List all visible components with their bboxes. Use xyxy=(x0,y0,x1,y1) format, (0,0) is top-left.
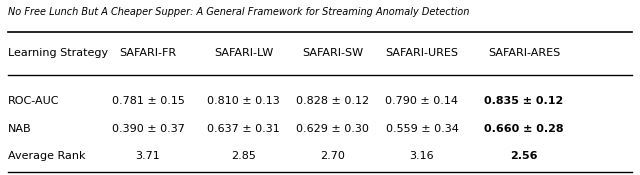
Text: 2.56: 2.56 xyxy=(510,151,538,161)
Text: 0.810 ± 0.13: 0.810 ± 0.13 xyxy=(207,96,280,106)
Text: 0.637 ± 0.31: 0.637 ± 0.31 xyxy=(207,124,280,134)
Text: 0.629 ± 0.30: 0.629 ± 0.30 xyxy=(296,124,369,134)
Text: SAFARI-SW: SAFARI-SW xyxy=(302,48,364,58)
Text: SAFARI-URES: SAFARI-URES xyxy=(385,48,458,58)
Text: 0.781 ± 0.15: 0.781 ± 0.15 xyxy=(111,96,184,106)
Text: 0.828 ± 0.12: 0.828 ± 0.12 xyxy=(296,96,369,106)
Text: SAFARI-FR: SAFARI-FR xyxy=(120,48,177,58)
Text: 0.790 ± 0.14: 0.790 ± 0.14 xyxy=(385,96,458,106)
Text: No Free Lunch But A Cheaper Supper: A General Framework for Streaming Anomaly De: No Free Lunch But A Cheaper Supper: A Ge… xyxy=(8,6,469,17)
Text: Average Rank: Average Rank xyxy=(8,151,85,161)
Text: 0.559 ± 0.34: 0.559 ± 0.34 xyxy=(385,124,458,134)
Text: NAB: NAB xyxy=(8,124,31,134)
Text: 2.70: 2.70 xyxy=(320,151,345,161)
Text: ROC-AUC: ROC-AUC xyxy=(8,96,60,106)
Text: SAFARI-ARES: SAFARI-ARES xyxy=(488,48,560,58)
Text: 0.390 ± 0.37: 0.390 ± 0.37 xyxy=(111,124,184,134)
Text: SAFARI-LW: SAFARI-LW xyxy=(214,48,273,58)
Text: 3.16: 3.16 xyxy=(410,151,435,161)
Text: 2.85: 2.85 xyxy=(231,151,256,161)
Text: 3.71: 3.71 xyxy=(136,151,161,161)
Text: Learning Strategy: Learning Strategy xyxy=(8,48,108,58)
Text: 0.660 ± 0.28: 0.660 ± 0.28 xyxy=(484,124,564,134)
Text: 0.835 ± 0.12: 0.835 ± 0.12 xyxy=(484,96,564,106)
